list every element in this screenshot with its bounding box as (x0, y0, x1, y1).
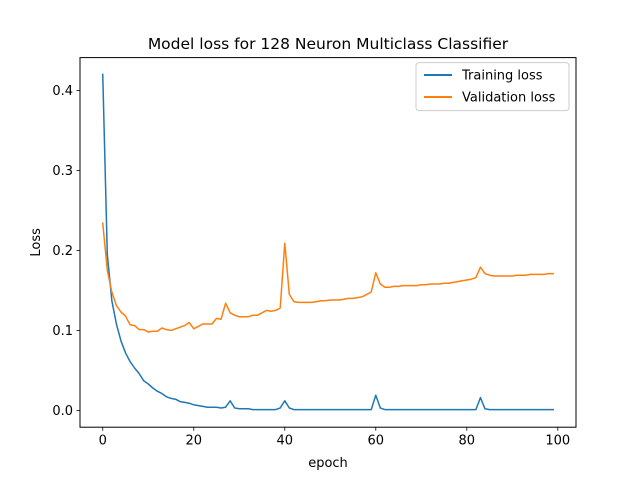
y-axis-label: Loss (29, 228, 44, 257)
y-tick-label: 0.4 (52, 84, 73, 99)
chart-title: Model loss for 128 Neuron Multiclass Cla… (148, 35, 509, 53)
x-tick-label: 100 (545, 434, 570, 449)
y-tick-label: 0.3 (52, 164, 73, 179)
y-tick-label: 0.2 (52, 244, 73, 259)
series-line-validation-loss (101, 222, 554, 333)
legend-label-training-loss: Training loss (461, 69, 543, 84)
series-layer (101, 73, 554, 411)
legend-label-validation-loss: Validation loss (462, 91, 556, 106)
x-tick-label: 40 (276, 434, 293, 449)
legend-box (415, 62, 570, 112)
x-axis-ticks: 0 20 40 60 80 100 (99, 427, 570, 449)
x-tick-label: 80 (459, 434, 476, 449)
y-tick-label: 0.0 (52, 404, 73, 419)
series-line-training-loss (101, 73, 554, 411)
y-tick-label: 0.1 (52, 324, 73, 339)
y-axis-ticks: 0.0 0.1 0.2 0.3 0.4 (52, 84, 80, 419)
x-tick-label: 60 (368, 434, 385, 449)
plot-frame (79, 57, 577, 428)
x-tick-label: 20 (185, 434, 202, 449)
x-tick-label: 0 (99, 434, 107, 449)
x-axis-label: epoch (308, 456, 348, 471)
chart-legend: Training loss Validation loss (415, 62, 570, 112)
